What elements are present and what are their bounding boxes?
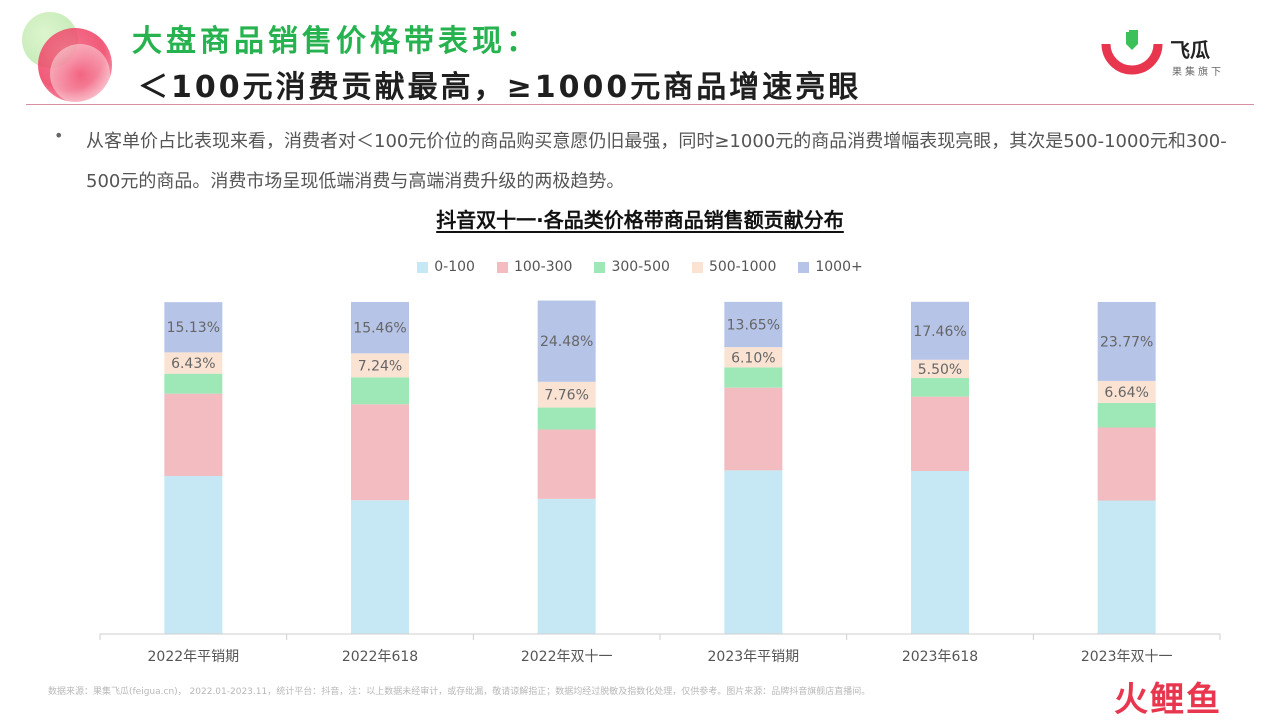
bar-segment bbox=[911, 359, 969, 379]
bar-segment bbox=[351, 404, 409, 501]
data-label: 15.46% bbox=[353, 321, 406, 337]
bar-segment bbox=[537, 407, 596, 430]
bar-segment bbox=[724, 387, 783, 471]
bar-segment bbox=[724, 470, 783, 634]
bar-segment bbox=[351, 353, 409, 378]
chart-title: 抖音双十一·各品类价格带商品销售额贡献分布 bbox=[0, 204, 1280, 233]
bar-segment bbox=[1097, 500, 1156, 634]
bar-segment bbox=[724, 301, 783, 348]
page-title-line1: 大盘商品销售价格带表现： bbox=[132, 24, 540, 59]
bar-segment bbox=[351, 500, 409, 634]
data-label: 5.50% bbox=[918, 362, 962, 378]
legend-item: 1000+ bbox=[798, 259, 863, 275]
bar-segment bbox=[1097, 402, 1156, 428]
decor-circle-highlight bbox=[50, 44, 110, 104]
x-tick-label: 2023年双十一 bbox=[1081, 649, 1173, 665]
logo-name: 飞瓜 bbox=[1170, 38, 1210, 62]
data-label: 7.76% bbox=[544, 388, 588, 404]
bar-segment bbox=[351, 377, 409, 405]
bar-segment bbox=[164, 393, 223, 476]
legend-label: 100-300 bbox=[513, 259, 573, 275]
legend-swatch bbox=[594, 261, 606, 273]
bar-segment bbox=[164, 302, 223, 353]
watermark-logo: 火鲤鱼 bbox=[1114, 680, 1222, 720]
bar-segment bbox=[537, 300, 596, 382]
feigua-logo-icon bbox=[1101, 30, 1163, 75]
bar-segment bbox=[724, 367, 783, 388]
legend-swatch bbox=[691, 261, 703, 273]
legend-label: 1000+ bbox=[815, 259, 863, 275]
x-tick-label: 2022年平销期 bbox=[148, 649, 240, 665]
legend-item: 100-300 bbox=[496, 259, 573, 275]
x-tick-label: 2023年平销期 bbox=[708, 649, 800, 665]
bar-segment bbox=[164, 475, 223, 634]
data-label: 15.13% bbox=[167, 320, 220, 336]
bar-segment bbox=[724, 347, 783, 368]
bar-segment bbox=[911, 301, 969, 360]
chart-legend: 0-100 100-300 300-500 500-1000 1000+ bbox=[0, 259, 1280, 275]
bar-segment bbox=[911, 396, 969, 471]
bullet-icon: • bbox=[54, 126, 64, 145]
data-source-footnote: 数据来源：果集飞瓜(feigua.cn)， 2022.01-2023.11，统计… bbox=[48, 687, 871, 697]
legend-swatch bbox=[496, 261, 508, 273]
bar-segment bbox=[911, 470, 969, 634]
legend-label: 0-100 bbox=[434, 259, 475, 275]
data-label: 23.77% bbox=[1100, 334, 1153, 350]
page-title-line2: ＜100元消费贡献最高，≥1000元商品增速亮眼 bbox=[138, 70, 862, 105]
data-label: 6.43% bbox=[171, 356, 215, 372]
bar-segment bbox=[351, 302, 409, 354]
bar-segment bbox=[1097, 301, 1156, 381]
logo-subtitle: 果集旗下 bbox=[1172, 67, 1224, 78]
data-label: 6.10% bbox=[731, 350, 775, 366]
bar-segment bbox=[911, 378, 969, 397]
x-tick-label: 2022年双十一 bbox=[521, 649, 613, 665]
x-tick-label: 2022年618 bbox=[342, 649, 418, 665]
chart-title-text: 抖音双十一·各品类价格带商品销售额贡献分布 bbox=[436, 208, 844, 232]
bar-segment bbox=[537, 429, 596, 499]
legend-swatch bbox=[798, 261, 810, 273]
header-divider bbox=[26, 104, 1254, 105]
bar-segment bbox=[537, 381, 596, 408]
x-tick-label: 2023年618 bbox=[902, 649, 978, 665]
bar-segment bbox=[1097, 427, 1156, 501]
legend-label: 300-500 bbox=[611, 259, 670, 275]
bar-segment bbox=[1097, 380, 1156, 403]
legend-item: 0-100 bbox=[417, 259, 475, 275]
data-label: 24.48% bbox=[540, 334, 593, 350]
legend-item: 300-500 bbox=[594, 259, 670, 275]
data-label: 13.65% bbox=[727, 317, 780, 333]
brand-logo: 飞瓜 果集旗下 bbox=[1100, 30, 1260, 80]
bar-segment bbox=[164, 373, 223, 394]
data-label: 17.46% bbox=[913, 324, 966, 340]
legend-swatch bbox=[417, 261, 429, 273]
summary-text: 从客单价占比表现来看，消费者对＜100元价位的商品购买意愿仍旧最强，同时≥100… bbox=[86, 131, 1227, 192]
data-label: 6.64% bbox=[1104, 385, 1148, 401]
legend-label: 500-1000 bbox=[708, 259, 777, 275]
data-label: 7.24% bbox=[358, 358, 402, 374]
bar-segment bbox=[164, 352, 223, 374]
legend-item: 500-1000 bbox=[691, 259, 777, 275]
bar-segment bbox=[537, 498, 596, 634]
